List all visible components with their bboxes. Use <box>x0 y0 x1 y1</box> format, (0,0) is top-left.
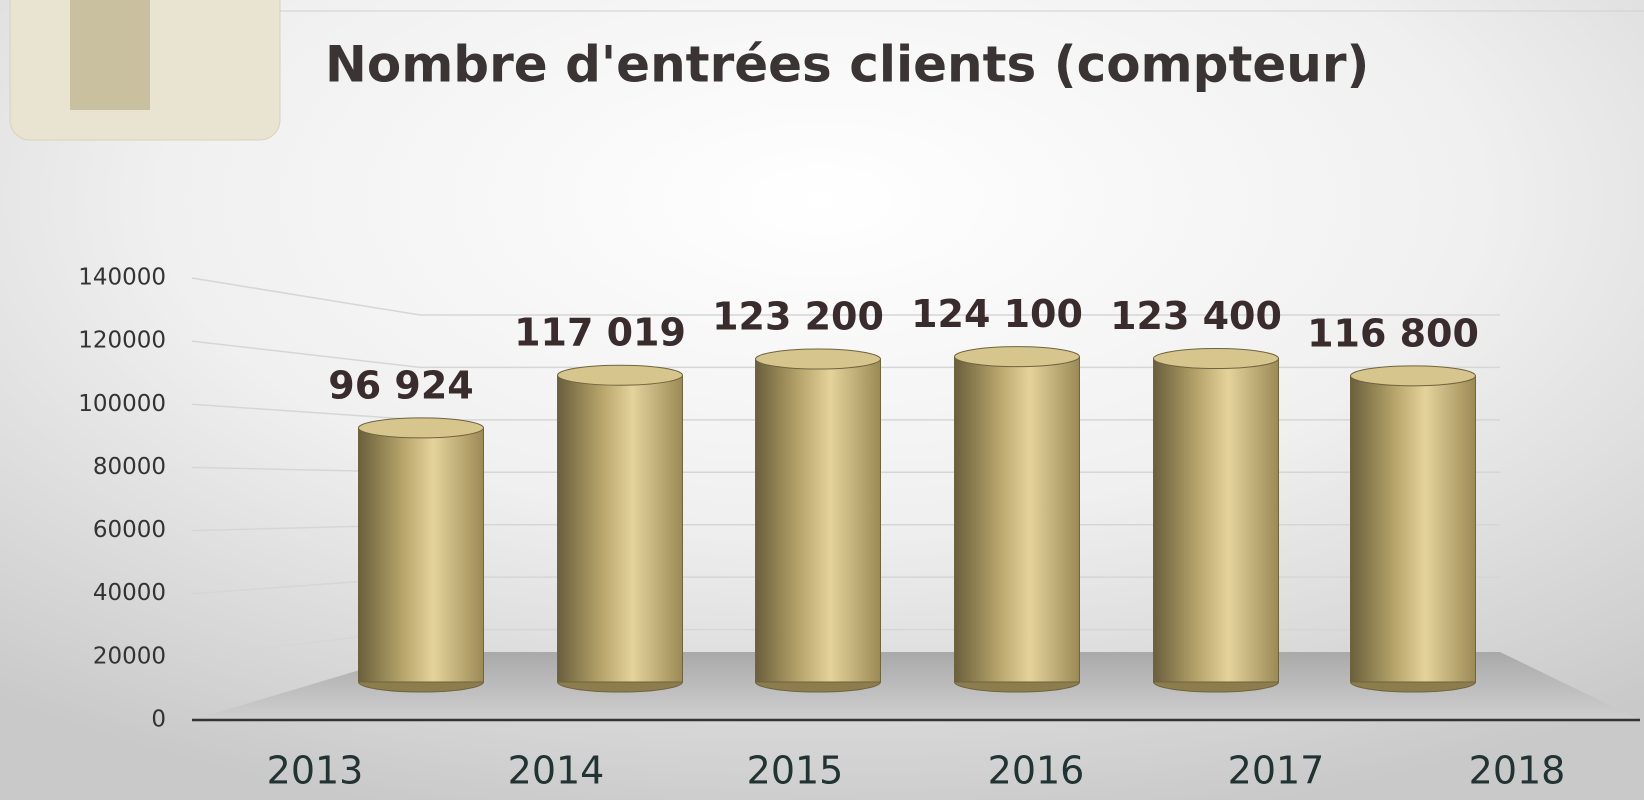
value-label: 124 100 <box>911 292 1083 336</box>
cylinder-top <box>358 417 484 439</box>
x-tick-label: 2013 <box>267 749 364 793</box>
x-tick-label: 2016 <box>988 749 1085 793</box>
cylinder-top <box>1153 348 1279 370</box>
cylinder-top <box>557 364 683 386</box>
y-tick-label: 100000 <box>78 391 166 417</box>
y-tick-label: 140000 <box>78 265 166 291</box>
value-label: 123 200 <box>712 295 884 339</box>
logo-figure <box>70 0 150 110</box>
x-tick-label: 2017 <box>1228 749 1325 793</box>
cylinder-body <box>1153 358 1279 683</box>
grid-line <box>191 277 1500 316</box>
plot-area: 0 20000 40000 60000 80000 100000 120000 140000 2… <box>78 265 1640 793</box>
y-tick-label: 20000 <box>93 643 166 669</box>
value-label: 117 019 <box>514 311 686 355</box>
y-tick-label: 120000 <box>78 328 166 354</box>
value-label: 123 400 <box>1110 294 1282 338</box>
chart-title: Nombre d'entrées clients (compteur) <box>325 36 1369 94</box>
x-tick-label: 2018 <box>1469 749 1566 793</box>
x-tick-label: 2015 <box>747 749 844 793</box>
x-tick-label: 2014 <box>508 749 605 793</box>
y-tick-label: 60000 <box>93 517 166 543</box>
y-tick-label: 40000 <box>93 580 166 606</box>
grid-line <box>191 340 1500 369</box>
value-label: 96 924 <box>328 363 473 407</box>
cylinder-body <box>358 427 484 683</box>
cylinder-body <box>954 356 1080 683</box>
cylinder-body <box>557 374 683 683</box>
cylinder-top <box>755 348 881 370</box>
cylinder-body <box>1350 375 1476 683</box>
cylinder-top <box>1350 365 1476 387</box>
cylinder-top <box>954 346 1080 368</box>
value-label: 116 800 <box>1307 311 1479 355</box>
y-tick-label: 80000 <box>93 454 166 480</box>
y-tick-label: 0 <box>151 707 166 733</box>
cylinder-body <box>755 358 881 683</box>
